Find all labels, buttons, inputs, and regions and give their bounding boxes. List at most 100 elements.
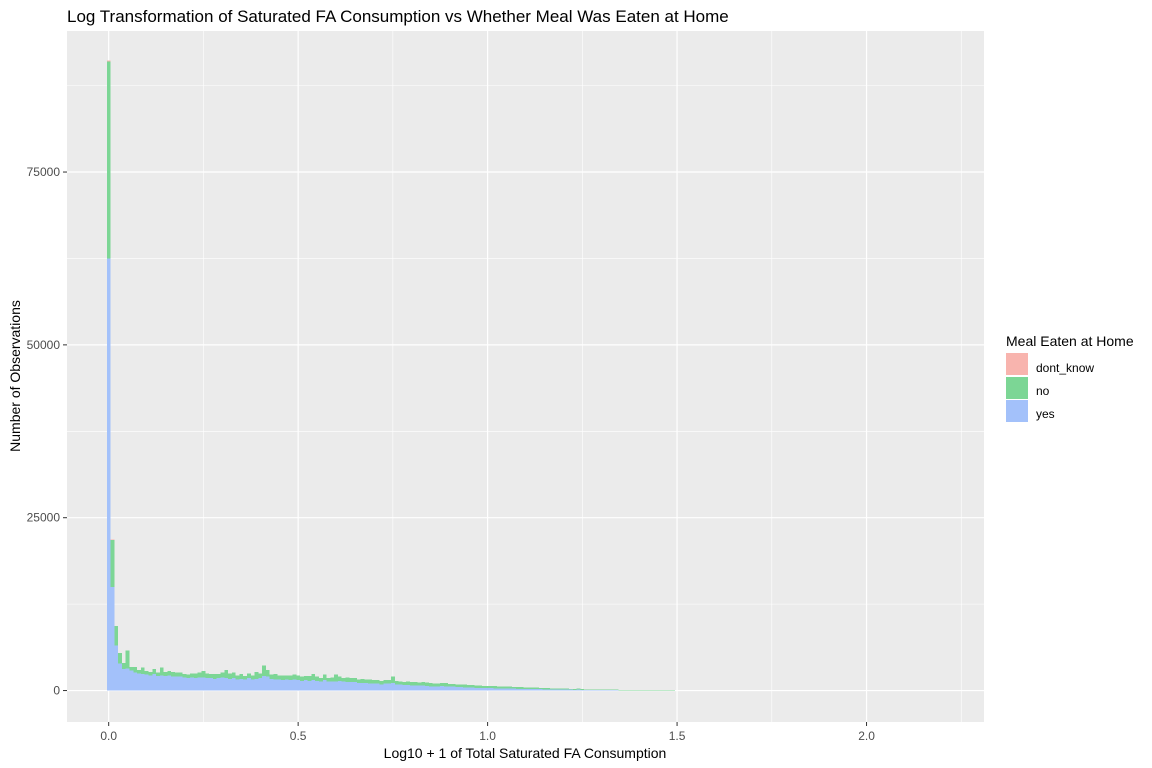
bar-yes (478, 687, 482, 691)
bar-yes (508, 688, 513, 691)
bar-yes (550, 689, 554, 691)
bar-yes (584, 689, 589, 691)
legend-label-no: no (1036, 384, 1050, 398)
bar-yes (580, 689, 585, 691)
bar-yes (588, 689, 592, 691)
bar-yes (436, 686, 441, 691)
bar-yes (178, 676, 183, 691)
bar-no (440, 682, 445, 687)
bar-no (353, 678, 357, 683)
bar-no (148, 671, 153, 676)
bar-yes (273, 679, 278, 691)
y-tick-label: 50000 (27, 338, 61, 352)
bar-yes (246, 678, 251, 691)
bar-yes (402, 685, 407, 691)
bar-yes (523, 688, 528, 691)
bar-no (159, 667, 164, 676)
bar-no (235, 675, 240, 680)
bar-yes (527, 689, 532, 691)
bar-yes (258, 678, 263, 691)
bar-no (246, 673, 251, 679)
bar-no (133, 667, 138, 673)
bar-no (129, 667, 134, 671)
bar-yes (497, 688, 501, 691)
bar-no (425, 682, 429, 687)
bar-yes (254, 678, 259, 691)
bar-yes (375, 683, 380, 691)
bar-yes (148, 675, 153, 691)
bar-yes (447, 686, 452, 691)
bar-yes (474, 687, 479, 691)
bar-no (144, 671, 149, 675)
bar-no (553, 688, 558, 690)
bar-no (258, 673, 263, 679)
bar-yes (163, 676, 168, 691)
bar-yes (322, 680, 327, 691)
bar-yes (379, 684, 384, 691)
bar-no (599, 689, 604, 691)
bar-no (379, 680, 384, 685)
bar-no (561, 688, 566, 690)
major-gridlines (67, 31, 984, 722)
bar-yes (182, 677, 187, 691)
bar-no (588, 689, 592, 690)
bar-no (311, 673, 316, 681)
bar-no (531, 687, 535, 690)
bar-no (360, 678, 365, 683)
bar-no (542, 687, 547, 690)
x-tick-label: 0.5 (290, 729, 307, 743)
bar-no (421, 682, 426, 686)
bar-no (508, 686, 513, 689)
bar-yes (356, 682, 361, 691)
legend-title: Meal Eaten at Home (1006, 333, 1134, 349)
bar-no (281, 675, 285, 681)
bar-yes (553, 689, 558, 691)
bar-yes (512, 688, 517, 691)
bar-yes (534, 689, 539, 691)
bar-no (394, 680, 399, 685)
bar-no (368, 679, 373, 684)
bar-dont-know (106, 60, 111, 62)
bar-yes (462, 687, 467, 691)
bar-yes (383, 683, 388, 691)
x-tick-label: 2.0 (858, 729, 875, 743)
bar-no (277, 675, 282, 680)
x-axis: 0.0 0.5 1.0 1.5 2.0 (100, 722, 875, 743)
x-tick-label: 1.0 (479, 729, 496, 743)
bar-no (254, 671, 259, 679)
bar-no (224, 669, 229, 679)
bar-yes (330, 681, 335, 691)
bar-yes (118, 663, 122, 691)
bar-no (231, 672, 236, 679)
histogram-bars (106, 60, 748, 691)
bar-yes (409, 685, 414, 691)
bar-yes (205, 678, 210, 691)
bar-no (595, 689, 600, 691)
bar-yes (133, 672, 138, 691)
bar-yes (444, 686, 448, 691)
bar-no (519, 687, 524, 689)
bar-no (417, 682, 422, 686)
bar-yes (519, 688, 524, 691)
bar-yes (171, 676, 175, 691)
bar-yes (345, 682, 350, 691)
bar-yes (542, 689, 547, 691)
bar-yes (152, 673, 157, 691)
bar-yes (493, 688, 498, 691)
bar-no (137, 669, 141, 674)
bar-yes (337, 680, 342, 691)
bar-yes (239, 678, 244, 691)
bar-yes (368, 683, 373, 691)
bar-no (428, 682, 433, 687)
bar-no (243, 676, 247, 680)
bar-no (387, 680, 391, 684)
bar-yes (432, 686, 437, 691)
bar-no (269, 674, 274, 679)
bar-no (125, 650, 130, 669)
bar-yes (300, 680, 304, 691)
bar-yes (481, 688, 486, 691)
bar-no (330, 677, 335, 682)
bar-yes (209, 678, 213, 691)
bar-yes (156, 676, 160, 691)
